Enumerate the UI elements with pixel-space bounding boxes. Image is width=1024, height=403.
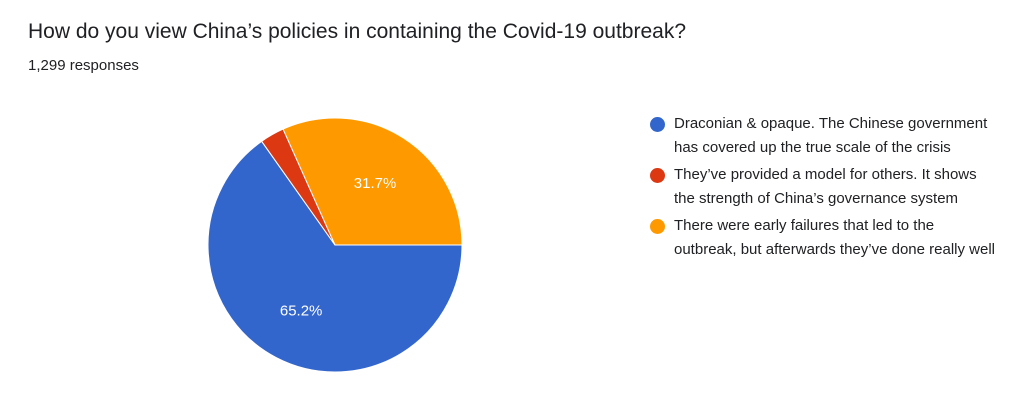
legend-swatch-icon (650, 219, 665, 234)
pie-slice-3[interactable] (282, 117, 463, 246)
legend-label: Draconian & opaque. The Chinese governme… (674, 115, 988, 156)
legend: Draconian & opaque. The Chinese governme… (650, 112, 1000, 265)
response-count: 1,299 responses (28, 57, 139, 74)
slice-label-1: 65.2% (280, 302, 323, 319)
legend-item-3[interactable]: There were early failures that led to th… (650, 214, 1000, 262)
legend-item-1[interactable]: Draconian & opaque. The Chinese governme… (650, 112, 1000, 160)
chart-title: How do you view China’s policies in cont… (28, 20, 686, 43)
legend-swatch-icon (650, 168, 665, 183)
legend-label: There were early failures that led to th… (674, 217, 996, 258)
legend-swatch-icon (650, 117, 665, 132)
legend-item-2[interactable]: They’ve provided a model for others. It … (650, 163, 1000, 211)
pie-slice-1[interactable] (207, 140, 463, 373)
legend-label: They’ve provided a model for others. It … (674, 166, 977, 207)
pie-chart: 65.2% 31.7% (207, 117, 463, 373)
slice-label-3: 31.7% (354, 175, 397, 192)
